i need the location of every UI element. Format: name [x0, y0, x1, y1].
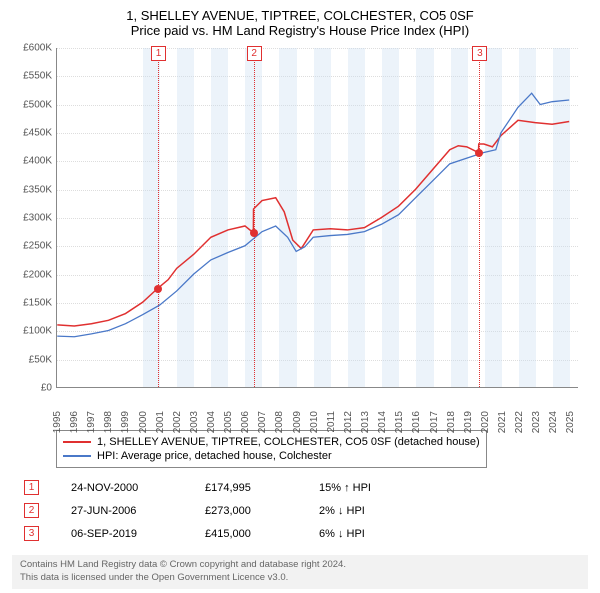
x-tick-label: 1999	[120, 411, 131, 441]
x-tick-label: 2013	[360, 411, 371, 441]
y-tick-label: £100K	[12, 326, 52, 337]
transaction-marker: 3	[472, 46, 487, 61]
line-series	[57, 48, 578, 387]
transaction-index-box: 2	[24, 503, 39, 518]
x-tick-label: 2008	[274, 411, 285, 441]
transaction-price: £415,000	[205, 528, 295, 540]
footer-line1: Contains HM Land Registry data © Crown c…	[20, 559, 580, 572]
chart-area: £0 £50K £100K £150K £200K £250K £300K £350K £400…	[12, 44, 588, 424]
attribution-footer: Contains HM Land Registry data © Crown c…	[12, 555, 588, 589]
y-tick-label: £300K	[12, 213, 52, 224]
y-tick-label: £550K	[12, 71, 52, 82]
x-tick-label: 2015	[394, 411, 405, 441]
x-tick-label: 1998	[103, 411, 114, 441]
x-tick-label: 2022	[514, 411, 525, 441]
y-tick-label: £400K	[12, 156, 52, 167]
legend-swatch-hpi	[63, 455, 91, 457]
transaction-row: 2 27-JUN-2006 £273,000 2% ↓ HPI	[24, 499, 588, 522]
x-tick-label: 2014	[377, 411, 388, 441]
transaction-index-box: 3	[24, 526, 39, 541]
x-tick-label: 2024	[548, 411, 559, 441]
chart-container: 1, SHELLEY AVENUE, TIPTREE, COLCHESTER, …	[0, 0, 600, 593]
footer-line2: This data is licensed under the Open Gov…	[20, 572, 580, 585]
series-hpi	[57, 93, 569, 337]
x-tick-label: 1996	[69, 411, 80, 441]
x-tick-label: 2016	[411, 411, 422, 441]
x-tick-label: 2004	[206, 411, 217, 441]
legend-item-hpi: HPI: Average price, detached house, Colc…	[63, 449, 480, 463]
transaction-dot	[475, 149, 483, 157]
chart-title-line1: 1, SHELLEY AVENUE, TIPTREE, COLCHESTER, …	[12, 8, 588, 23]
x-tick-label: 2020	[480, 411, 491, 441]
x-tick-label: 2021	[497, 411, 508, 441]
y-tick-label: £500K	[12, 99, 52, 110]
x-tick-label: 2009	[292, 411, 303, 441]
x-tick-label: 2017	[429, 411, 440, 441]
legend-swatch-property	[63, 441, 91, 443]
transaction-hpi-delta: 6% ↓ HPI	[319, 528, 409, 540]
y-tick-label: £50K	[12, 354, 52, 365]
transaction-marker: 1	[151, 46, 166, 61]
transaction-dot	[250, 229, 258, 237]
y-tick-label: £450K	[12, 128, 52, 139]
x-tick-label: 2023	[531, 411, 542, 441]
x-tick-label: 2005	[223, 411, 234, 441]
y-tick-label: £250K	[12, 241, 52, 252]
transaction-date: 24-NOV-2000	[71, 482, 181, 494]
x-tick-label: 2019	[463, 411, 474, 441]
plot-region: 1 2 3	[56, 48, 578, 388]
legend-label-hpi: HPI: Average price, detached house, Colc…	[97, 450, 332, 462]
transaction-hpi-delta: 2% ↓ HPI	[319, 505, 409, 517]
x-tick-label: 2003	[189, 411, 200, 441]
x-tick-label: 2011	[326, 411, 337, 441]
y-tick-label: £150K	[12, 298, 52, 309]
x-tick-label: 1997	[86, 411, 97, 441]
x-tick-label: 2001	[155, 411, 166, 441]
x-tick-label: 2006	[240, 411, 251, 441]
transaction-dot	[154, 285, 162, 293]
x-tick-label: 2000	[138, 411, 149, 441]
chart-title-line2: Price paid vs. HM Land Registry's House …	[12, 23, 588, 38]
transaction-index-box: 1	[24, 480, 39, 495]
x-tick-label: 2010	[309, 411, 320, 441]
transaction-row: 1 24-NOV-2000 £174,995 15% ↑ HPI	[24, 476, 588, 499]
x-tick-label: 2012	[343, 411, 354, 441]
x-tick-label: 1995	[52, 411, 63, 441]
y-tick-label: £200K	[12, 269, 52, 280]
transaction-row: 3 06-SEP-2019 £415,000 6% ↓ HPI	[24, 522, 588, 545]
transaction-hpi-delta: 15% ↑ HPI	[319, 482, 409, 494]
y-tick-label: £350K	[12, 184, 52, 195]
x-tick-label: 2018	[446, 411, 457, 441]
transaction-date: 27-JUN-2006	[71, 505, 181, 517]
x-tick-label: 2007	[257, 411, 268, 441]
transaction-marker: 2	[247, 46, 262, 61]
x-tick-label: 2025	[565, 411, 576, 441]
transaction-date: 06-SEP-2019	[71, 528, 181, 540]
transactions-table: 1 24-NOV-2000 £174,995 15% ↑ HPI 2 27-JU…	[24, 476, 588, 545]
transaction-price: £174,995	[205, 482, 295, 494]
y-tick-label: £0	[12, 383, 52, 394]
y-tick-label: £600K	[12, 43, 52, 54]
x-tick-label: 2002	[172, 411, 183, 441]
transaction-price: £273,000	[205, 505, 295, 517]
